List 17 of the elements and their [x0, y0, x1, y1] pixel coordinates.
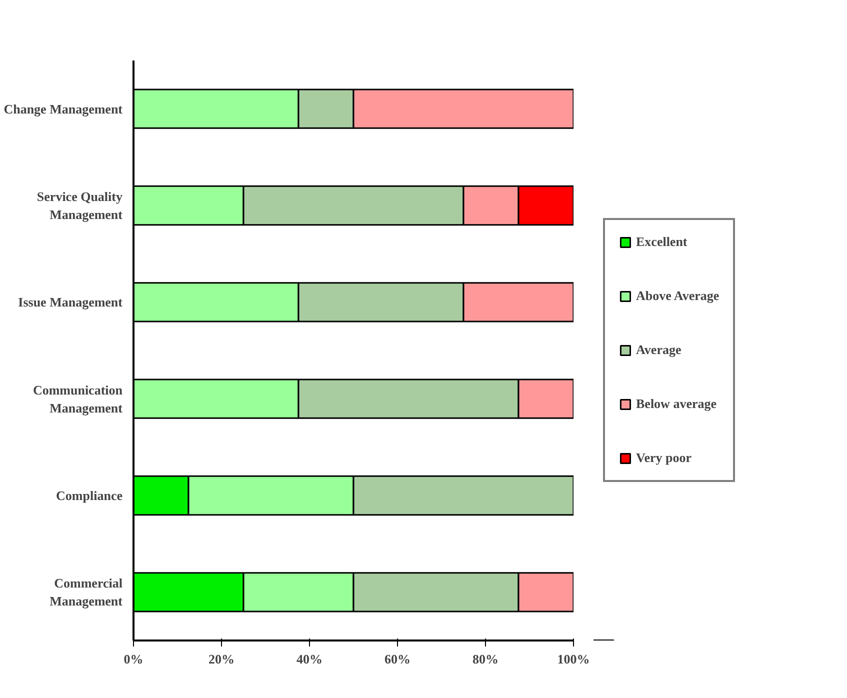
legend-label: Above Average: [636, 288, 720, 304]
y-tick-label: Compliance: [56, 488, 123, 503]
x-tick-label: 40%: [296, 652, 322, 666]
x-tick-label: 60%: [384, 652, 410, 666]
legend-label: Average: [636, 342, 682, 358]
y-tick-label: Commercial Management: [50, 576, 124, 609]
x-tick-label: 20%: [208, 652, 234, 666]
x-tick-label: 100%: [557, 652, 590, 666]
y-tick-label: Change Management: [4, 101, 124, 116]
y-tick-label: Service Quality Management: [36, 189, 124, 222]
y-tick-label: Communication Management: [32, 382, 124, 416]
legend-label: Below average: [636, 396, 717, 412]
legend-label: Very poor: [636, 450, 692, 466]
y-tick-label: Issue Management: [18, 294, 124, 310]
x-tick-label: 80%: [472, 652, 498, 666]
legend-label: Excellent: [636, 234, 688, 250]
x-tick-label: 0%: [124, 652, 144, 666]
